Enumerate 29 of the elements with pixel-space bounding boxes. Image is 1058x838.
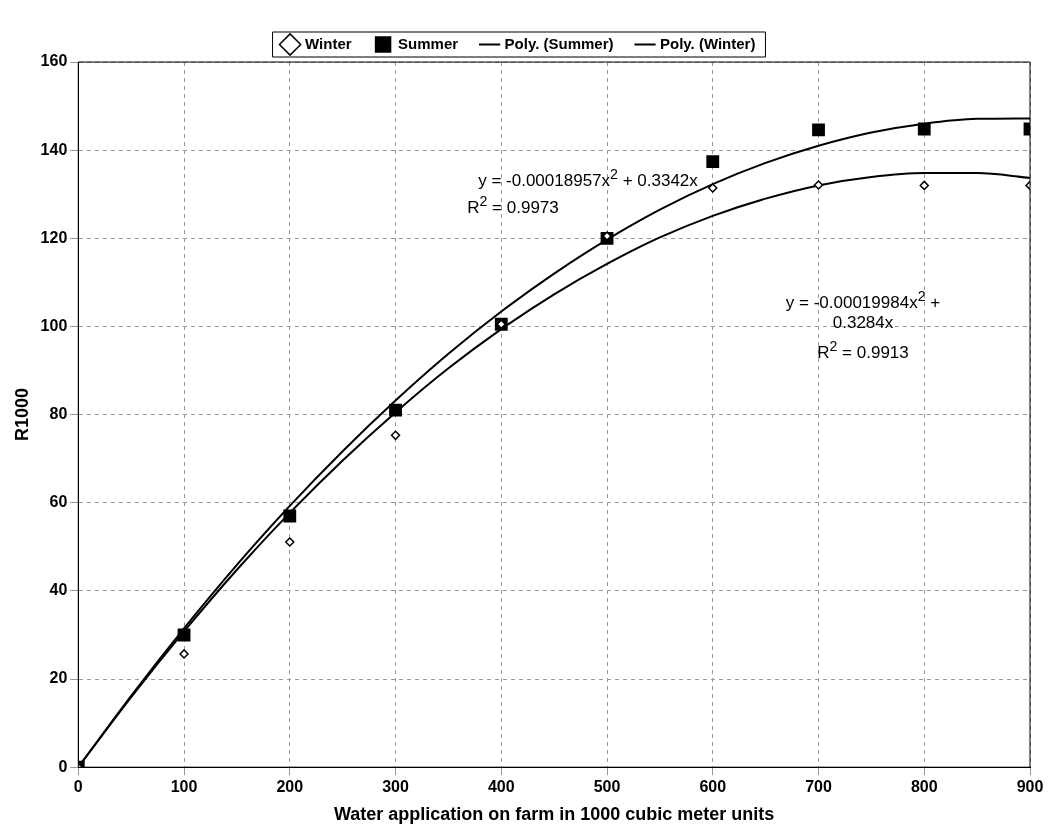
x-tick-label: 200 [276,778,304,796]
annotation: R$^{2}$ = 0.9913 [816,338,910,363]
y-axis-title: R1000 [11,388,32,442]
x-tick-label: 900 [1016,778,1044,796]
y-tick-label: 140 [40,140,68,158]
x-tick-label: 500 [593,778,621,796]
y-tick-label: 100 [40,316,68,334]
x-tick-label: 600 [699,778,727,796]
y-tick-label: 120 [40,228,68,246]
annotation: y = -0.00018957x$^{2}$ + 0.3342x [477,166,699,191]
y-tick-label: 160 [40,52,68,70]
y-tick-label: 80 [49,405,68,423]
x-tick-label: 800 [910,778,938,796]
x-tick-label: 300 [382,778,409,796]
x-tick-label: 100 [170,778,198,796]
x-axis-title: Water application on farm in 1000 cubic meter units [333,804,775,825]
annotation: R$^{2}$ = 0.9973 [466,193,560,218]
y-tick-label: 60 [49,493,68,511]
y-tick-label: 0 [58,757,68,775]
y-tick-label: 20 [49,669,68,687]
legend-label: Poly. (Summer) [504,34,614,52]
legend-label: Poly. (Winter) [660,34,756,52]
x-tick-label: 0 [73,778,83,796]
legend-label: Winter [305,34,352,52]
text: y = -0.00019984x$^{2}$ + 0.3284x [785,288,941,332]
y-tick-label: 40 [49,581,68,599]
x-tick-label: 400 [487,778,515,796]
x-tick-label: 700 [805,778,832,796]
legend-label: Summer [398,34,459,52]
